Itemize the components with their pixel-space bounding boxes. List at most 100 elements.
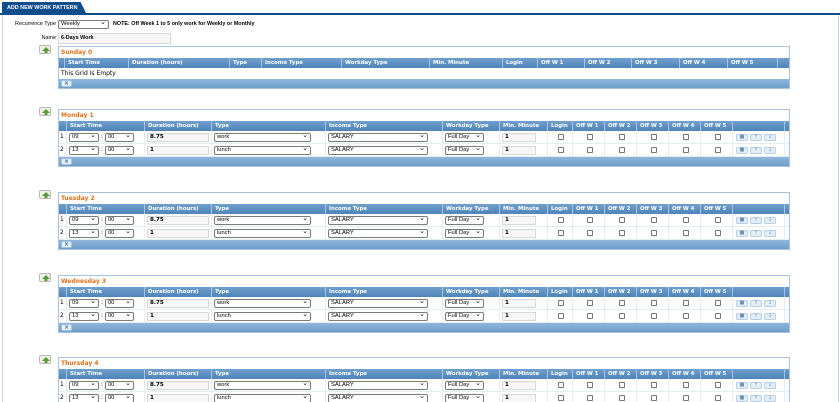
login-checkbox[interactable]: [558, 300, 564, 306]
off-w4-checkbox[interactable]: [682, 147, 689, 153]
workday-type-select[interactable]: Full Day: [445, 393, 484, 402]
off-w5-checkbox[interactable]: [714, 382, 721, 388]
min-minute-input[interactable]: 1: [502, 393, 536, 402]
duration-input[interactable]: 1: [147, 311, 209, 321]
minute-select[interactable]: 00: [104, 228, 134, 238]
workday-type-select[interactable]: Full Day: [445, 132, 484, 142]
off-w1-checkbox[interactable]: [586, 134, 593, 140]
type-select[interactable]: work: [214, 298, 311, 308]
off-w2-checkbox[interactable]: [618, 382, 625, 388]
off-w5-checkbox[interactable]: [714, 313, 721, 319]
move-up-button[interactable]: ↑: [750, 312, 762, 320]
name-input[interactable]: 6-Days Work: [58, 32, 171, 44]
income-type-select[interactable]: SALARY: [328, 145, 428, 155]
off-w3-checkbox[interactable]: [650, 313, 657, 319]
min-minute-input[interactable]: 1: [502, 298, 536, 308]
off-w2-checkbox[interactable]: [618, 300, 625, 306]
hour-select[interactable]: 13: [69, 393, 99, 402]
off-w5-checkbox[interactable]: [714, 300, 721, 306]
move-up-button[interactable]: ↑: [750, 216, 762, 224]
type-select[interactable]: work: [214, 215, 311, 225]
move-down-button[interactable]: ↓: [764, 381, 776, 389]
workday-type-select[interactable]: Full Day: [445, 228, 484, 238]
off-w5-checkbox[interactable]: [714, 217, 721, 223]
off-w5-checkbox[interactable]: [714, 230, 721, 236]
off-w5-checkbox[interactable]: [714, 147, 721, 153]
off-w1-checkbox[interactable]: [586, 313, 593, 319]
off-w3-checkbox[interactable]: [650, 230, 657, 236]
off-w4-checkbox[interactable]: [682, 382, 689, 388]
off-w4-checkbox[interactable]: [682, 134, 689, 140]
off-w2-checkbox[interactable]: [618, 230, 625, 236]
delete-row-button[interactable]: ■: [736, 312, 748, 320]
move-down-button[interactable]: ↓: [764, 394, 776, 402]
move-down-button[interactable]: ↓: [764, 312, 776, 320]
delete-row-button[interactable]: ■: [736, 381, 748, 389]
off-w1-checkbox[interactable]: [586, 300, 593, 306]
move-up-button[interactable]: ↑: [750, 394, 762, 402]
off-w3-checkbox[interactable]: [650, 217, 657, 223]
add-row-button[interactable]: [39, 107, 51, 116]
off-w4-checkbox[interactable]: [682, 230, 689, 236]
income-type-select[interactable]: SALARY: [328, 298, 428, 308]
minute-select[interactable]: 00: [104, 132, 134, 142]
off-w2-checkbox[interactable]: [618, 217, 625, 223]
clear-grid-button[interactable]: ×: [61, 241, 72, 248]
off-w2-checkbox[interactable]: [618, 395, 625, 401]
workday-type-select[interactable]: Full Day: [445, 380, 484, 390]
income-type-select[interactable]: SALARY: [328, 393, 428, 402]
type-select[interactable]: work: [214, 132, 311, 142]
add-row-button[interactable]: [39, 273, 51, 282]
type-select[interactable]: lunch: [214, 393, 311, 402]
login-checkbox[interactable]: [558, 217, 564, 223]
login-checkbox[interactable]: [558, 395, 564, 401]
delete-row-button[interactable]: ■: [736, 299, 748, 307]
off-w4-checkbox[interactable]: [682, 395, 689, 401]
workday-type-select[interactable]: Full Day: [445, 311, 484, 321]
delete-row-button[interactable]: ■: [736, 146, 748, 154]
login-checkbox[interactable]: [558, 313, 564, 319]
off-w1-checkbox[interactable]: [586, 382, 593, 388]
move-down-button[interactable]: ↓: [764, 133, 776, 141]
minute-select[interactable]: 00: [104, 393, 134, 402]
type-select[interactable]: lunch: [214, 145, 311, 155]
off-w3-checkbox[interactable]: [650, 382, 657, 388]
workday-type-select[interactable]: Full Day: [445, 215, 484, 225]
move-down-button[interactable]: ↓: [764, 216, 776, 224]
delete-row-button[interactable]: ■: [736, 394, 748, 402]
delete-row-button[interactable]: ■: [736, 216, 748, 224]
hour-select[interactable]: 13: [69, 145, 99, 155]
off-w2-checkbox[interactable]: [618, 313, 625, 319]
duration-input[interactable]: 1: [147, 228, 209, 238]
duration-input[interactable]: 8.75: [147, 132, 209, 142]
min-minute-input[interactable]: 1: [502, 145, 536, 155]
off-w3-checkbox[interactable]: [650, 395, 657, 401]
min-minute-input[interactable]: 1: [502, 132, 536, 142]
min-minute-input[interactable]: 1: [502, 380, 536, 390]
login-checkbox[interactable]: [558, 134, 564, 140]
clear-grid-button[interactable]: ×: [61, 158, 72, 165]
add-row-button[interactable]: [39, 45, 51, 54]
minute-select[interactable]: 00: [104, 215, 134, 225]
off-w1-checkbox[interactable]: [586, 230, 593, 236]
duration-input[interactable]: 8.75: [147, 215, 209, 225]
hour-select[interactable]: 09: [69, 380, 99, 390]
add-row-button[interactable]: [39, 190, 51, 199]
move-up-button[interactable]: ↑: [750, 146, 762, 154]
minute-select[interactable]: 00: [104, 145, 134, 155]
delete-row-button[interactable]: ■: [736, 229, 748, 237]
income-type-select[interactable]: SALARY: [328, 215, 428, 225]
clear-grid-button[interactable]: ×: [61, 324, 72, 331]
move-down-button[interactable]: ↓: [764, 299, 776, 307]
duration-input[interactable]: 8.75: [147, 380, 209, 390]
move-down-button[interactable]: ↓: [764, 146, 776, 154]
min-minute-input[interactable]: 1: [502, 311, 536, 321]
min-minute-input[interactable]: 1: [502, 215, 536, 225]
off-w5-checkbox[interactable]: [714, 395, 721, 401]
hour-select[interactable]: 09: [69, 132, 99, 142]
login-checkbox[interactable]: [558, 230, 564, 236]
off-w3-checkbox[interactable]: [650, 134, 657, 140]
add-row-button[interactable]: [39, 355, 51, 364]
clear-grid-button[interactable]: ×: [61, 80, 72, 87]
income-type-select[interactable]: SALARY: [328, 228, 428, 238]
